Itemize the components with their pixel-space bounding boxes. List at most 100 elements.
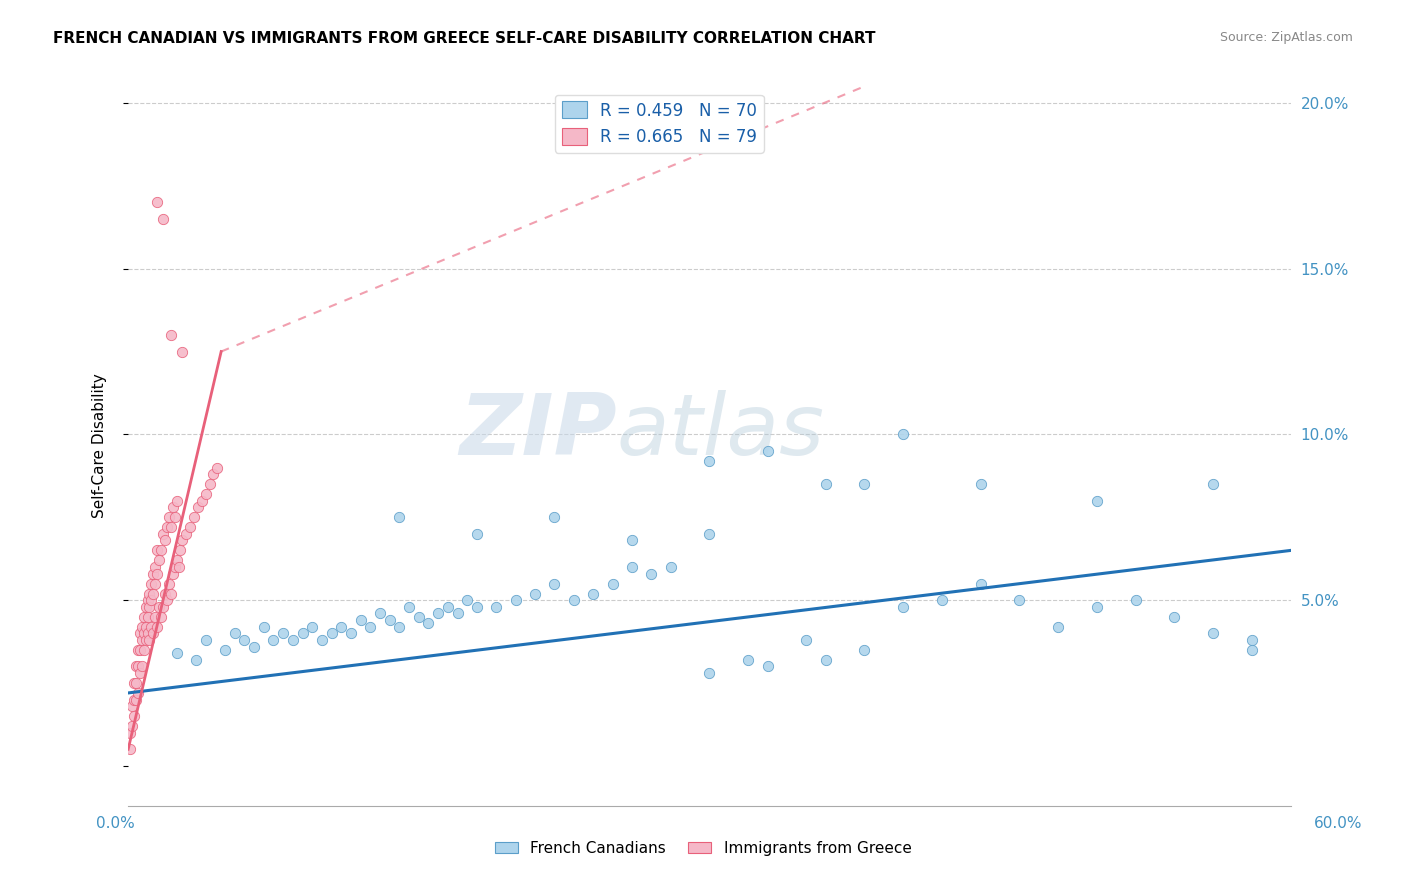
Point	[1240, 632, 1263, 647]
Point	[1047, 620, 1070, 634]
Point	[162, 500, 184, 515]
Point	[194, 487, 217, 501]
Point	[143, 609, 166, 624]
Legend: R = 0.459   N = 70, R = 0.665   N = 79: R = 0.459 N = 70, R = 0.665 N = 79	[555, 95, 763, 153]
Point	[756, 444, 779, 458]
Point	[150, 543, 173, 558]
Point	[970, 576, 993, 591]
Point	[408, 609, 430, 624]
Point	[135, 632, 157, 647]
Point	[291, 626, 314, 640]
Point	[243, 640, 266, 654]
Text: atlas: atlas	[616, 390, 824, 473]
Point	[132, 626, 155, 640]
Point	[128, 626, 150, 640]
Point	[157, 510, 180, 524]
Point	[562, 593, 585, 607]
Point	[582, 586, 605, 600]
Point	[120, 742, 142, 756]
Point	[172, 533, 194, 548]
Point	[138, 632, 160, 647]
Point	[122, 676, 145, 690]
Point	[891, 599, 914, 614]
Point	[163, 510, 186, 524]
Point	[814, 477, 837, 491]
Point	[378, 613, 401, 627]
Point	[198, 477, 221, 491]
Point	[1163, 609, 1185, 624]
Point	[125, 676, 148, 690]
Point	[224, 626, 246, 640]
Point	[814, 653, 837, 667]
Point	[128, 666, 150, 681]
Point	[853, 643, 876, 657]
Point	[1202, 477, 1225, 491]
Point	[136, 626, 159, 640]
Point	[162, 566, 184, 581]
Point	[485, 599, 508, 614]
Point	[179, 520, 201, 534]
Point	[891, 427, 914, 442]
Point	[699, 454, 721, 468]
Point	[1085, 599, 1108, 614]
Point	[142, 566, 165, 581]
Point	[125, 692, 148, 706]
Point	[191, 493, 214, 508]
Point	[699, 526, 721, 541]
Point	[174, 526, 197, 541]
Point	[125, 659, 148, 673]
Point	[166, 553, 188, 567]
Point	[437, 599, 460, 614]
Point	[152, 599, 174, 614]
Point	[146, 566, 169, 581]
Point	[148, 599, 170, 614]
Point	[157, 576, 180, 591]
Point	[853, 477, 876, 491]
Point	[1202, 626, 1225, 640]
Point	[1008, 593, 1031, 607]
Point	[127, 659, 149, 673]
Point	[159, 520, 181, 534]
Point	[187, 500, 209, 515]
Point	[970, 477, 993, 491]
Point	[156, 520, 179, 534]
Point	[142, 586, 165, 600]
Point	[132, 609, 155, 624]
Point	[183, 510, 205, 524]
Point	[163, 560, 186, 574]
Point	[281, 632, 304, 647]
Point	[120, 725, 142, 739]
Point	[141, 620, 163, 634]
Point	[146, 195, 169, 210]
Point	[131, 659, 153, 673]
Point	[524, 586, 547, 600]
Point	[311, 632, 333, 647]
Point	[166, 493, 188, 508]
Point	[135, 620, 157, 634]
Point	[271, 626, 294, 640]
Point	[233, 632, 256, 647]
Point	[388, 620, 411, 634]
Point	[340, 626, 363, 640]
Y-axis label: Self-Care Disability: Self-Care Disability	[93, 374, 107, 518]
Point	[456, 593, 478, 607]
Point	[931, 593, 953, 607]
Point	[153, 533, 176, 548]
Point	[359, 620, 381, 634]
Point	[350, 613, 373, 627]
Point	[135, 599, 157, 614]
Point	[153, 586, 176, 600]
Point	[465, 599, 488, 614]
Point	[418, 616, 440, 631]
Point	[131, 632, 153, 647]
Point	[138, 599, 160, 614]
Point	[620, 533, 643, 548]
Point	[388, 510, 411, 524]
Point	[122, 692, 145, 706]
Point	[167, 560, 190, 574]
Point	[1085, 493, 1108, 508]
Text: Source: ZipAtlas.com: Source: ZipAtlas.com	[1219, 31, 1353, 45]
Point	[142, 626, 165, 640]
Point	[543, 576, 565, 591]
Point	[427, 607, 450, 621]
